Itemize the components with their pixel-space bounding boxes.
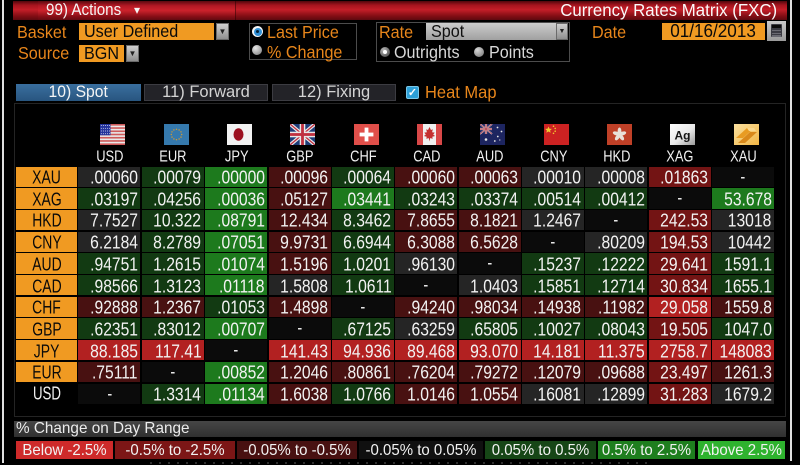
svg-text:Ag: Ag: [675, 129, 691, 143]
